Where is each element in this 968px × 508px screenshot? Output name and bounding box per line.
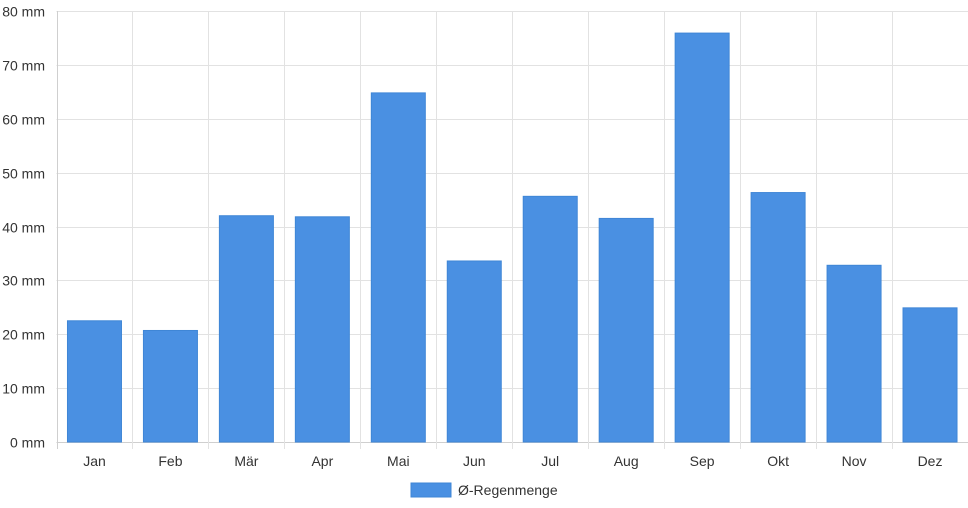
bar-dez[interactable] xyxy=(902,307,958,443)
grid-layer xyxy=(56,11,968,449)
x-tick-label: Okt xyxy=(767,453,789,469)
y-tick-label: 10 mm xyxy=(2,381,45,397)
x-tick-label: Mai xyxy=(387,453,410,469)
bar-jan[interactable] xyxy=(66,320,122,443)
x-tick-label: Sep xyxy=(690,453,715,469)
x-tick-label: Mär xyxy=(234,453,258,469)
y-tick-label: 20 mm xyxy=(2,327,45,343)
x-axis: Jan Feb Mär Apr Mai Jun Jul Aug Sep Okt Nov Dez xyxy=(83,453,942,469)
bar-mär[interactable] xyxy=(218,215,274,443)
bar-mai[interactable] xyxy=(370,92,426,443)
x-tick-label: Feb xyxy=(158,453,182,469)
bar-nov[interactable] xyxy=(826,264,882,443)
legend-label-rain[interactable]: Ø-Regenmenge xyxy=(458,482,558,498)
x-tick-label: Nov xyxy=(842,453,867,469)
bar-apr[interactable] xyxy=(294,216,350,443)
legend-swatch-rain[interactable] xyxy=(410,482,452,498)
y-tick-label: 50 mm xyxy=(2,166,45,182)
y-tick-label: 80 mm xyxy=(2,4,45,20)
y-tick-label: 70 mm xyxy=(2,58,45,74)
x-tick-label: Jun xyxy=(463,453,486,469)
x-tick-label: Aug xyxy=(614,453,639,469)
y-tick-label: 0 mm xyxy=(10,435,45,451)
x-tick-label: Dez xyxy=(918,453,943,469)
bar-jul[interactable] xyxy=(522,195,578,443)
legend[interactable]: Ø-Regenmenge xyxy=(410,482,558,498)
y-tick-label: 30 mm xyxy=(2,273,45,289)
bar-jun[interactable] xyxy=(446,260,502,443)
bar-aug[interactable] xyxy=(598,217,654,443)
bars-layer xyxy=(66,32,958,443)
y-axis: 0 mm 10 mm 20 mm 30 mm 40 mm 50 mm 60 mm 70 mm 8… xyxy=(2,4,45,451)
x-tick-label: Jan xyxy=(83,453,106,469)
bar-okt[interactable] xyxy=(750,192,806,443)
y-tick-label: 40 mm xyxy=(2,220,45,236)
x-tick-label: Jul xyxy=(541,453,559,469)
x-tick-label: Apr xyxy=(311,453,333,469)
bar-feb[interactable] xyxy=(142,329,198,443)
bar-sep[interactable] xyxy=(674,32,730,443)
y-tick-label: 60 mm xyxy=(2,112,45,128)
